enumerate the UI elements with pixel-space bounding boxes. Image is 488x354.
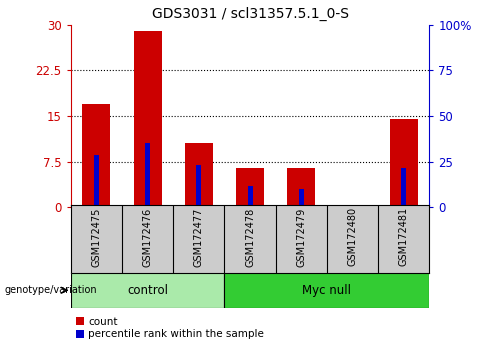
Legend: count, percentile rank within the sample: count, percentile rank within the sample xyxy=(76,317,264,339)
Text: GSM172479: GSM172479 xyxy=(296,207,306,267)
Text: GSM172480: GSM172480 xyxy=(347,207,358,267)
Bar xyxy=(350,206,355,207)
Text: GSM172478: GSM172478 xyxy=(245,207,255,267)
Bar xyxy=(287,167,315,207)
Bar xyxy=(82,104,110,207)
Bar xyxy=(94,155,99,207)
Bar xyxy=(401,167,407,207)
Bar xyxy=(196,165,202,207)
Bar xyxy=(236,167,264,207)
Bar xyxy=(247,186,253,207)
Bar xyxy=(224,273,429,308)
Text: control: control xyxy=(127,284,168,297)
Bar xyxy=(339,206,366,207)
Bar xyxy=(71,273,224,308)
Text: GSM172475: GSM172475 xyxy=(91,207,102,267)
Text: Myc null: Myc null xyxy=(303,284,351,297)
Bar xyxy=(145,143,150,207)
Text: GSM172477: GSM172477 xyxy=(194,207,204,267)
Text: GSM172476: GSM172476 xyxy=(142,207,153,267)
Bar xyxy=(134,31,162,207)
Bar xyxy=(185,143,213,207)
Bar xyxy=(299,189,304,207)
Bar xyxy=(390,119,418,207)
Title: GDS3031 / scl31357.5.1_0-S: GDS3031 / scl31357.5.1_0-S xyxy=(152,7,348,21)
Text: GSM172481: GSM172481 xyxy=(399,207,409,267)
Text: genotype/variation: genotype/variation xyxy=(5,285,98,295)
